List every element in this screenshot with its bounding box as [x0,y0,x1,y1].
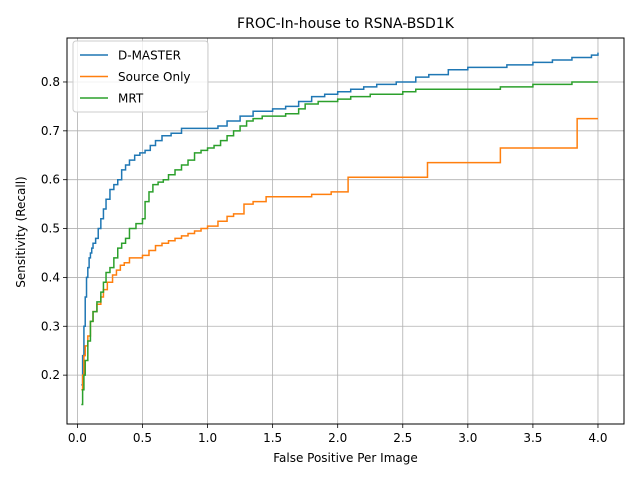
series-line-0 [81,52,599,386]
series-line-2 [81,81,598,406]
x-tick-label: 3.5 [523,431,542,445]
series-lines [81,52,599,406]
legend-label-1: Source Only [118,70,191,84]
chart-title: FROC-In-house to RSNA-BSD1K [237,16,455,32]
legend-box [72,40,209,113]
plot-frame [66,37,625,425]
y-tick-label: 0.4 [41,270,60,284]
x-axis-ticks: 0.0 0.5 1.0 1.5 2.0 2.5 3.0 3.5 4.0 [68,424,608,445]
legend-label-2: MRT [118,92,144,106]
x-tick-label: 4.0 [588,431,607,445]
x-tick-label: 0.5 [133,431,152,445]
x-tick-label: 3.0 [458,431,477,445]
y-tick-label: 0.8 [41,75,60,89]
x-tick-label: 1.0 [198,431,217,445]
y-tick-label: 0.7 [41,124,60,138]
y-tick-label: 0.2 [41,368,60,382]
y-tick-label: 0.5 [41,222,60,236]
x-axis-label: False Positive Per Image [273,451,418,465]
y-axis-label: Sensitivity (Recall) [14,176,28,287]
y-axis-ticks: 0.2 0.3 0.4 0.5 0.6 0.7 0.8 [41,75,67,382]
x-tick-label: 1.5 [263,431,282,445]
x-tick-label: 2.5 [393,431,412,445]
x-tick-label: 2.0 [328,431,347,445]
legend: D-MASTER Source Only MRT [72,40,209,113]
y-tick-label: 0.3 [41,319,60,333]
x-tick-label: 0.0 [68,431,87,445]
legend-label-0: D-MASTER [118,49,181,63]
y-tick-label: 0.6 [41,173,60,187]
